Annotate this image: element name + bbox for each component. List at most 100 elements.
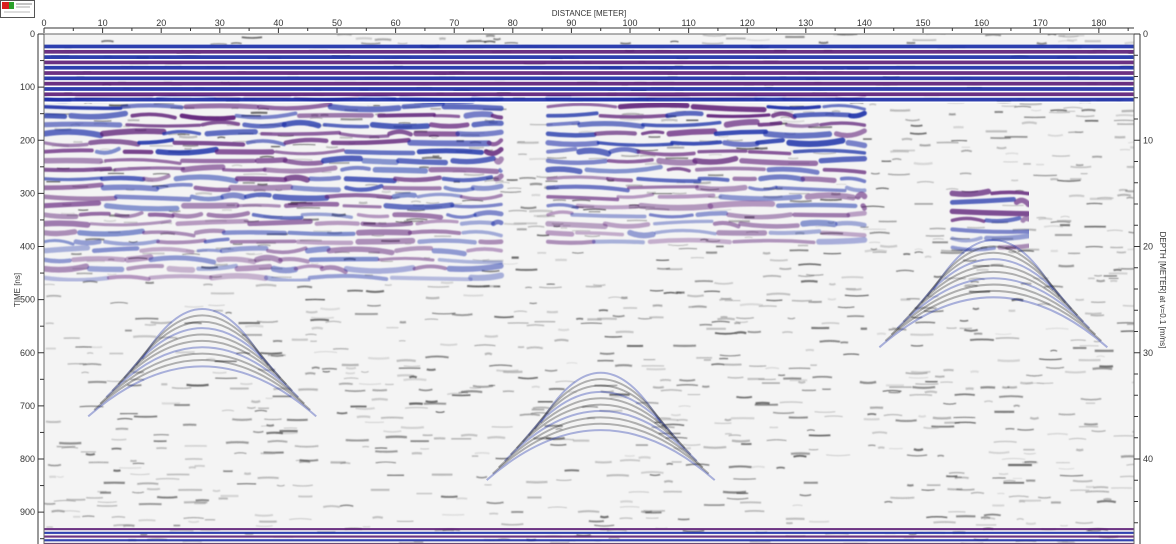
reflector-mark: [44, 105, 123, 111]
clutter-mark: [635, 401, 659, 405]
reflector-mark: [236, 203, 281, 208]
clutter-mark: [260, 352, 283, 355]
clutter-mark: [687, 294, 704, 298]
reflector-mark: [44, 148, 94, 154]
clutter-mark: [869, 103, 877, 106]
clutter-mark: [599, 352, 615, 355]
reflector-mark: [490, 113, 504, 120]
clutter-mark: [244, 324, 264, 328]
clutter-mark: [311, 316, 335, 320]
clutter-mark: [586, 416, 596, 420]
clutter-mark: [1103, 497, 1112, 501]
clutter-mark: [620, 500, 633, 503]
reflector-mark: [148, 255, 217, 265]
clutter-mark: [1057, 179, 1081, 182]
clutter-mark: [255, 283, 277, 287]
reflector-mark: [706, 113, 771, 118]
clutter-mark: [236, 352, 251, 355]
reflector-mark: [545, 158, 608, 165]
reflector-mark: [44, 200, 102, 209]
reflector-mark: [606, 176, 634, 183]
reflector-mark: [344, 149, 416, 156]
reflector-mark: [792, 112, 852, 119]
clutter-mark: [555, 428, 563, 431]
reflector-mark: [382, 185, 442, 191]
clutter-mark: [130, 473, 150, 476]
hyperbola-arc: [486, 429, 716, 481]
clutter-mark: [984, 34, 1002, 37]
clutter-mark: [806, 274, 824, 276]
clutter-mark: [208, 304, 225, 307]
reflector-mark: [617, 102, 690, 110]
clutter-mark: [1117, 193, 1132, 197]
reflector-mark: [94, 146, 121, 155]
clutter-mark: [954, 476, 969, 479]
clutter-mark: [797, 380, 806, 384]
clutter-mark: [240, 382, 253, 385]
clutter-mark: [529, 182, 543, 186]
clutter-mark: [884, 500, 893, 504]
clutter-mark: [400, 426, 425, 430]
clutter-mark: [1014, 105, 1032, 108]
clutter-mark: [310, 318, 330, 322]
clutter-mark: [736, 147, 759, 150]
clutter-mark: [1060, 215, 1070, 218]
reflector-mark: [545, 140, 600, 147]
clutter-mark: [1021, 121, 1038, 125]
hyperbola-arc: [492, 422, 710, 475]
clutter-mark: [221, 409, 235, 412]
reflector-mark: [690, 104, 767, 113]
y-tick-label: 800: [20, 454, 35, 464]
clutter-mark: [665, 436, 688, 439]
clutter-mark: [1058, 264, 1075, 268]
clutter-mark: [704, 290, 721, 293]
reflector-mark: [732, 238, 816, 245]
direct-wave-stripe: [44, 92, 1134, 97]
clutter-mark: [888, 391, 901, 394]
clutter-mark: [1022, 461, 1039, 465]
clutter-mark: [85, 238, 105, 241]
reflector-mark: [545, 166, 583, 175]
clutter-mark: [419, 166, 430, 169]
reflector-mark: [392, 212, 444, 220]
clutter-mark: [1096, 279, 1106, 283]
reflector-mark: [155, 146, 219, 156]
clutter-mark: [520, 206, 537, 210]
clutter-mark: [964, 284, 978, 288]
clutter-mark: [85, 453, 96, 456]
clutter-mark: [97, 501, 117, 503]
clutter-mark: [911, 316, 923, 319]
reflector-mark: [355, 229, 412, 236]
clutter-mark: [81, 371, 89, 374]
clutter-mark: [912, 386, 936, 389]
clutter-mark: [103, 219, 117, 223]
diffraction-hyperbolas: [87, 238, 1109, 481]
clutter-mark: [484, 352, 493, 356]
clutter-mark: [993, 440, 1017, 443]
reflector-mark: [450, 155, 496, 165]
clutter-mark: [320, 307, 341, 311]
clutter-mark: [1075, 163, 1084, 167]
clutter-mark: [792, 504, 803, 507]
clutter-mark: [916, 180, 934, 184]
clutter-mark: [923, 310, 944, 313]
x-tick-label: 150: [916, 18, 931, 28]
reflector-mark: [713, 129, 769, 136]
clutter-mark: [1063, 106, 1083, 109]
reflector-mark: [361, 157, 399, 165]
reflector-mark: [245, 139, 286, 147]
clutter-mark: [426, 368, 436, 372]
x-tick-label: 180: [1091, 18, 1106, 28]
clutter-mark: [959, 319, 969, 322]
clutter-mark: [338, 382, 353, 386]
clutter-mark: [649, 289, 664, 292]
clutter-mark: [360, 371, 369, 373]
reflector-mark: [319, 265, 348, 275]
y-tick-label: 200: [20, 135, 35, 145]
reflector-mark: [463, 111, 494, 119]
reflector-mark: [818, 156, 868, 164]
reflector-mark: [44, 182, 104, 191]
clutter-mark: [403, 377, 427, 382]
clutter-mark: [46, 294, 62, 298]
